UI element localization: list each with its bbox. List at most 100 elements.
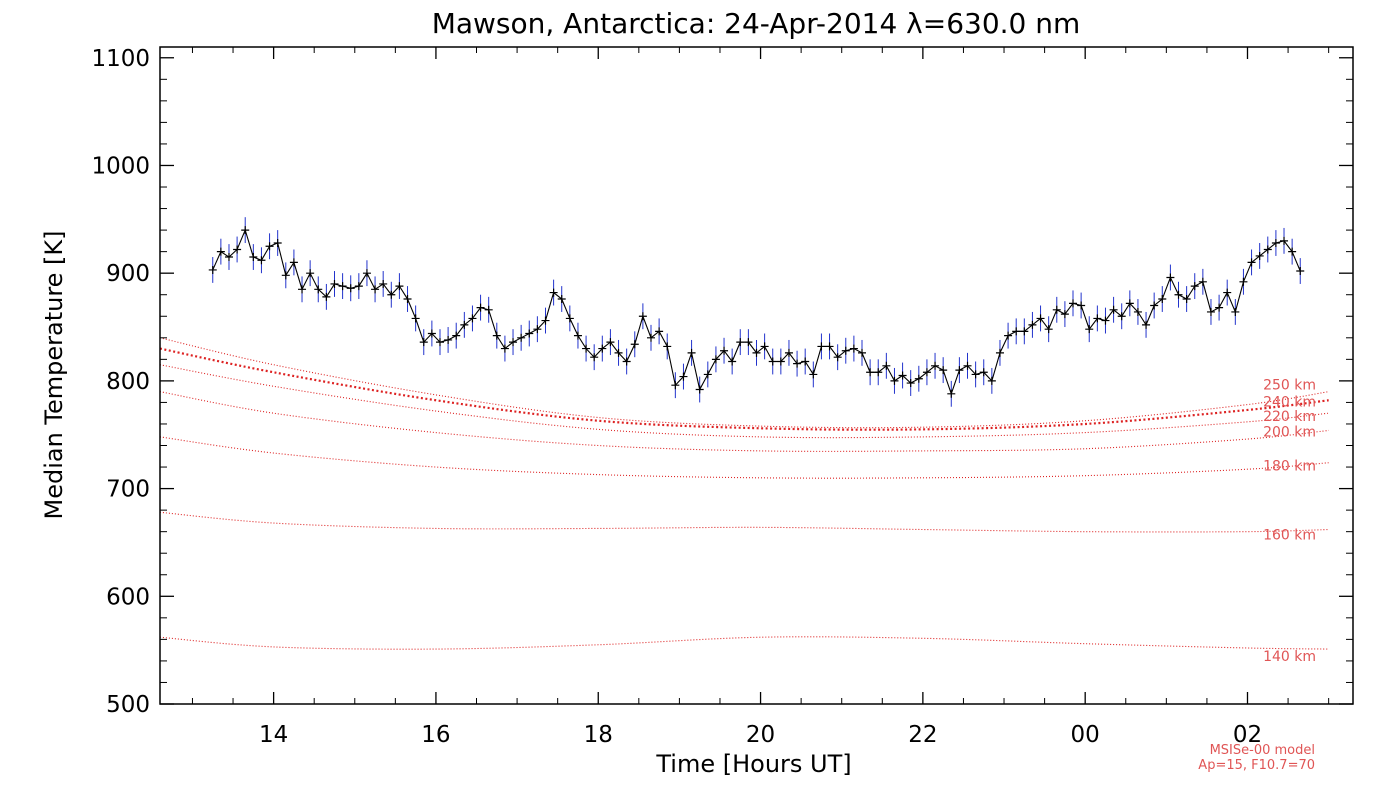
data-point <box>955 366 964 375</box>
data-point <box>874 368 883 377</box>
data-point <box>1044 325 1053 334</box>
data-point <box>403 295 412 304</box>
data-point <box>565 314 574 323</box>
data-point <box>931 361 940 370</box>
data-point <box>1182 295 1191 304</box>
data-point <box>1133 307 1142 316</box>
data-point <box>1288 247 1297 256</box>
data-point <box>314 285 323 294</box>
data-point <box>419 338 428 347</box>
data-point <box>265 242 274 251</box>
y-tick-label: 600 <box>106 584 150 610</box>
data-point <box>1198 277 1207 286</box>
data-point <box>395 282 404 291</box>
data-point <box>1109 305 1118 314</box>
y-tick-label: 900 <box>106 261 150 287</box>
data-point <box>216 247 225 256</box>
data-point <box>882 361 891 370</box>
data-point <box>663 342 672 351</box>
data-point <box>427 329 436 338</box>
data-point <box>630 340 639 349</box>
model-curve <box>159 364 1329 439</box>
x-tick-label: 14 <box>259 722 288 748</box>
data-point <box>866 368 875 377</box>
data-point <box>509 338 518 347</box>
data-point <box>338 282 347 291</box>
data-point <box>1158 295 1167 304</box>
data-point <box>1117 312 1126 321</box>
data-point <box>444 335 453 344</box>
data-point <box>679 372 688 381</box>
data-point <box>387 290 396 299</box>
model-parameters: Ap=15, F10.7=70 <box>1198 758 1315 773</box>
data-point <box>322 292 331 301</box>
data-point <box>1085 325 1094 334</box>
y-axis-title: Median Temperature [K] <box>40 230 68 519</box>
data-point <box>760 342 769 351</box>
data-point <box>1255 251 1264 260</box>
data-point <box>249 253 258 262</box>
data-point <box>801 357 810 366</box>
model-curve-label: 200 km <box>1263 424 1316 440</box>
data-point <box>768 357 777 366</box>
data-point <box>1174 290 1183 299</box>
data-point <box>1060 310 1069 319</box>
model-curve-label: 160 km <box>1263 528 1316 544</box>
data-point <box>922 368 931 377</box>
model-curve-label: 250 km <box>1263 378 1316 394</box>
data-point <box>590 353 599 362</box>
data-point <box>914 374 923 383</box>
data-point <box>671 381 680 390</box>
data-point <box>1020 327 1029 336</box>
data-point <box>963 361 972 370</box>
y-tick-label: 800 <box>106 369 150 395</box>
data-point <box>233 245 242 254</box>
data-point <box>1190 282 1199 291</box>
data-point <box>841 346 850 355</box>
model-curves <box>159 337 1329 650</box>
data-point <box>1296 267 1305 276</box>
data-point <box>1012 327 1021 336</box>
data-point <box>598 344 607 353</box>
data-point <box>492 331 501 340</box>
data-point <box>346 284 355 293</box>
data-point <box>849 344 858 353</box>
y-axis: 500 600 700 800 900 1000 1100 <box>91 46 1353 718</box>
x-tick-label: 18 <box>584 722 613 748</box>
x-tick-label: 16 <box>421 722 450 748</box>
data-point <box>906 379 915 388</box>
data-point <box>517 333 526 342</box>
data-point <box>646 333 655 342</box>
data-point <box>971 370 980 379</box>
data-point <box>362 269 371 278</box>
data-point <box>1206 307 1215 316</box>
data-point <box>890 376 899 385</box>
data-point <box>898 371 907 380</box>
data-point <box>525 329 534 338</box>
data-point <box>703 370 712 379</box>
data-point <box>289 258 298 267</box>
data-point <box>273 239 282 248</box>
data-point <box>549 288 558 297</box>
x-axis: 14 16 18 20 22 00 02 <box>191 47 1330 748</box>
data-point <box>655 327 664 336</box>
data-point <box>1150 301 1159 310</box>
data-point <box>614 348 623 357</box>
y-tick-label: 1100 <box>91 46 150 72</box>
data-point <box>1052 305 1061 314</box>
data-point <box>582 344 591 353</box>
data-point <box>979 368 988 377</box>
plot-frame <box>159 46 1354 705</box>
data-point <box>468 314 477 323</box>
data-point <box>1125 299 1134 308</box>
data-point <box>371 285 380 294</box>
data-point <box>1215 303 1224 312</box>
data-point <box>1036 314 1045 323</box>
data-point <box>711 355 720 364</box>
data-point <box>241 226 250 235</box>
data-point <box>224 253 233 262</box>
data-point <box>939 366 948 375</box>
data-point <box>793 359 802 368</box>
data-point <box>995 348 1004 357</box>
